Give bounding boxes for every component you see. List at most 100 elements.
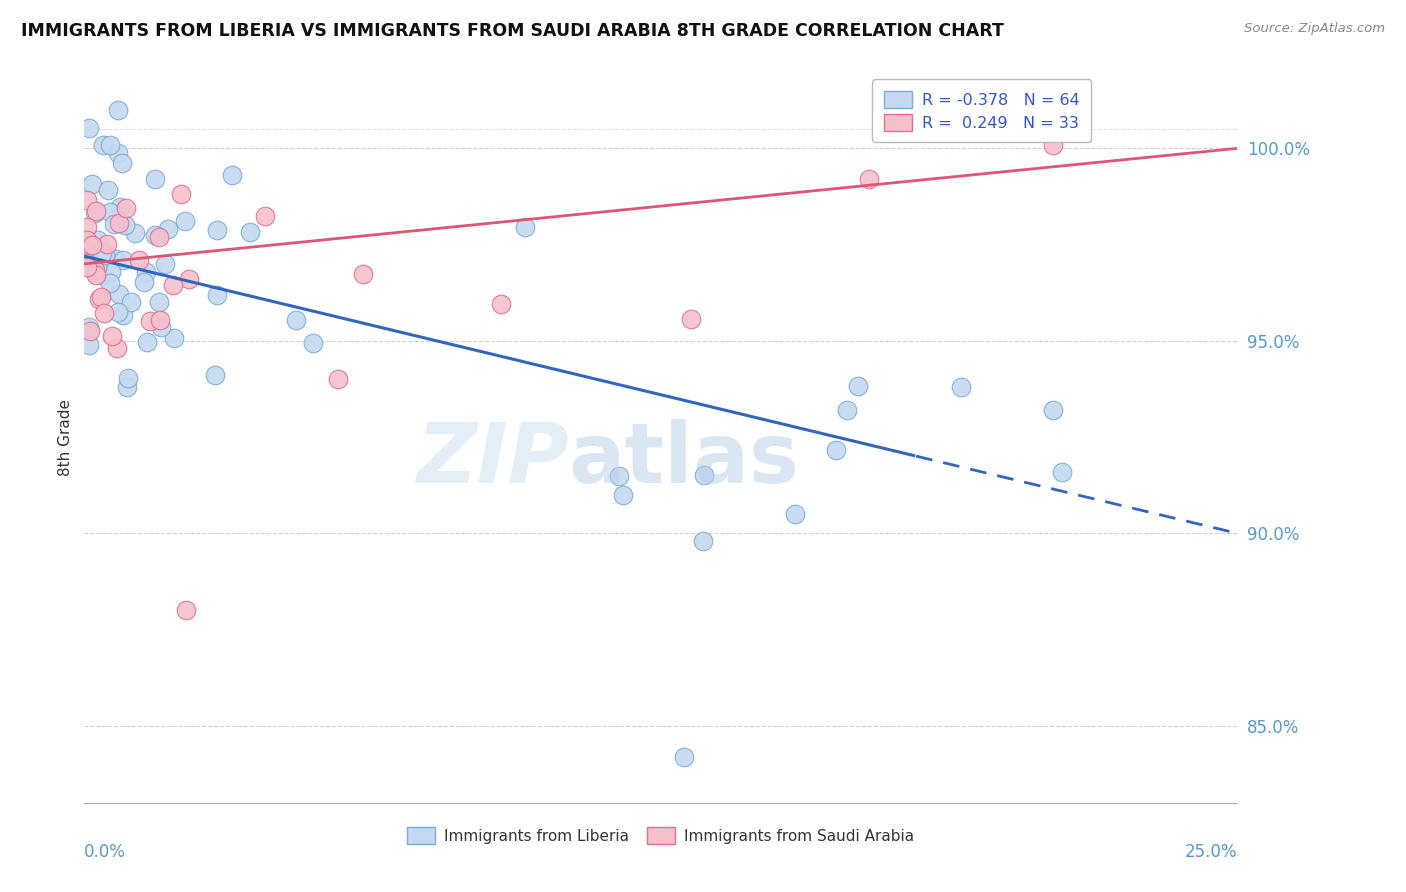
Point: [170, 186, 193, 201]
Point: [205, 223, 228, 237]
Point: [111, 308, 134, 322]
Point: [785, 507, 807, 521]
Point: [858, 171, 880, 186]
Point: [139, 314, 162, 328]
Point: [107, 103, 129, 117]
Point: [114, 201, 136, 215]
Text: ZIP: ZIP: [416, 418, 568, 500]
Point: [672, 749, 695, 764]
Point: [83, 263, 105, 277]
Point: [107, 305, 129, 319]
Point: [77, 238, 100, 252]
Point: [692, 534, 714, 549]
Point: [174, 603, 197, 617]
Point: [76, 260, 98, 274]
Point: [515, 219, 537, 234]
Point: [90, 268, 112, 283]
Point: [835, 403, 858, 417]
Point: [77, 120, 100, 135]
Point: [114, 219, 136, 233]
Legend: Immigrants from Liberia, Immigrants from Saudi Arabia: Immigrants from Liberia, Immigrants from…: [401, 822, 921, 850]
Point: [108, 286, 131, 301]
Point: [111, 156, 134, 170]
Point: [150, 319, 173, 334]
Point: [117, 371, 139, 385]
Point: [80, 238, 103, 252]
Point: [254, 209, 277, 223]
Point: [326, 372, 349, 386]
Point: [239, 226, 262, 240]
Point: [105, 341, 128, 355]
Point: [149, 312, 172, 326]
Point: [87, 254, 110, 268]
Point: [204, 368, 226, 383]
Point: [489, 297, 512, 311]
Text: 25.0%: 25.0%: [1185, 843, 1237, 861]
Y-axis label: 8th Grade: 8th Grade: [58, 399, 73, 475]
Point: [284, 312, 307, 326]
Point: [77, 320, 100, 334]
Point: [681, 312, 703, 326]
Point: [84, 203, 107, 218]
Text: IMMIGRANTS FROM LIBERIA VS IMMIGRANTS FROM SAUDI ARABIA 8TH GRADE CORRELATION CH: IMMIGRANTS FROM LIBERIA VS IMMIGRANTS FR…: [21, 22, 1004, 40]
Point: [352, 268, 374, 282]
Point: [110, 200, 132, 214]
Point: [1042, 403, 1064, 417]
Point: [612, 488, 634, 502]
Point: [609, 468, 631, 483]
Point: [103, 218, 125, 232]
Point: [145, 171, 167, 186]
Point: [107, 145, 129, 160]
Point: [148, 294, 170, 309]
Point: [91, 245, 114, 260]
Point: [135, 265, 157, 279]
Point: [148, 230, 170, 244]
Point: [76, 220, 98, 235]
Text: atlas: atlas: [568, 418, 800, 500]
Point: [76, 193, 98, 207]
Point: [824, 442, 846, 457]
Point: [76, 233, 98, 247]
Point: [157, 222, 180, 236]
Point: [77, 253, 100, 268]
Point: [98, 277, 121, 291]
Point: [162, 278, 184, 293]
Point: [97, 183, 120, 197]
Point: [115, 380, 138, 394]
Point: [120, 295, 142, 310]
Point: [111, 253, 134, 268]
Point: [1050, 465, 1073, 479]
Point: [89, 292, 111, 306]
Point: [302, 335, 325, 350]
Point: [98, 205, 121, 219]
Point: [1042, 137, 1064, 152]
Point: [86, 268, 108, 282]
Point: [100, 264, 122, 278]
Point: [84, 206, 107, 220]
Point: [949, 380, 972, 394]
Point: [124, 227, 146, 241]
Point: [174, 214, 197, 228]
Point: [91, 138, 114, 153]
Point: [108, 216, 131, 230]
Point: [77, 338, 100, 352]
Point: [100, 329, 122, 343]
Point: [136, 334, 159, 349]
Point: [90, 290, 112, 304]
Point: [221, 168, 243, 182]
Point: [693, 467, 716, 482]
Point: [105, 252, 128, 266]
Point: [96, 236, 118, 251]
Point: [132, 275, 155, 289]
Text: 0.0%: 0.0%: [84, 843, 127, 861]
Point: [177, 271, 200, 285]
Text: Source: ZipAtlas.com: Source: ZipAtlas.com: [1244, 22, 1385, 36]
Point: [143, 228, 166, 243]
Point: [155, 257, 177, 271]
Point: [86, 261, 108, 276]
Point: [207, 288, 229, 302]
Point: [163, 331, 186, 345]
Point: [98, 137, 121, 152]
Point: [846, 379, 869, 393]
Point: [128, 252, 150, 267]
